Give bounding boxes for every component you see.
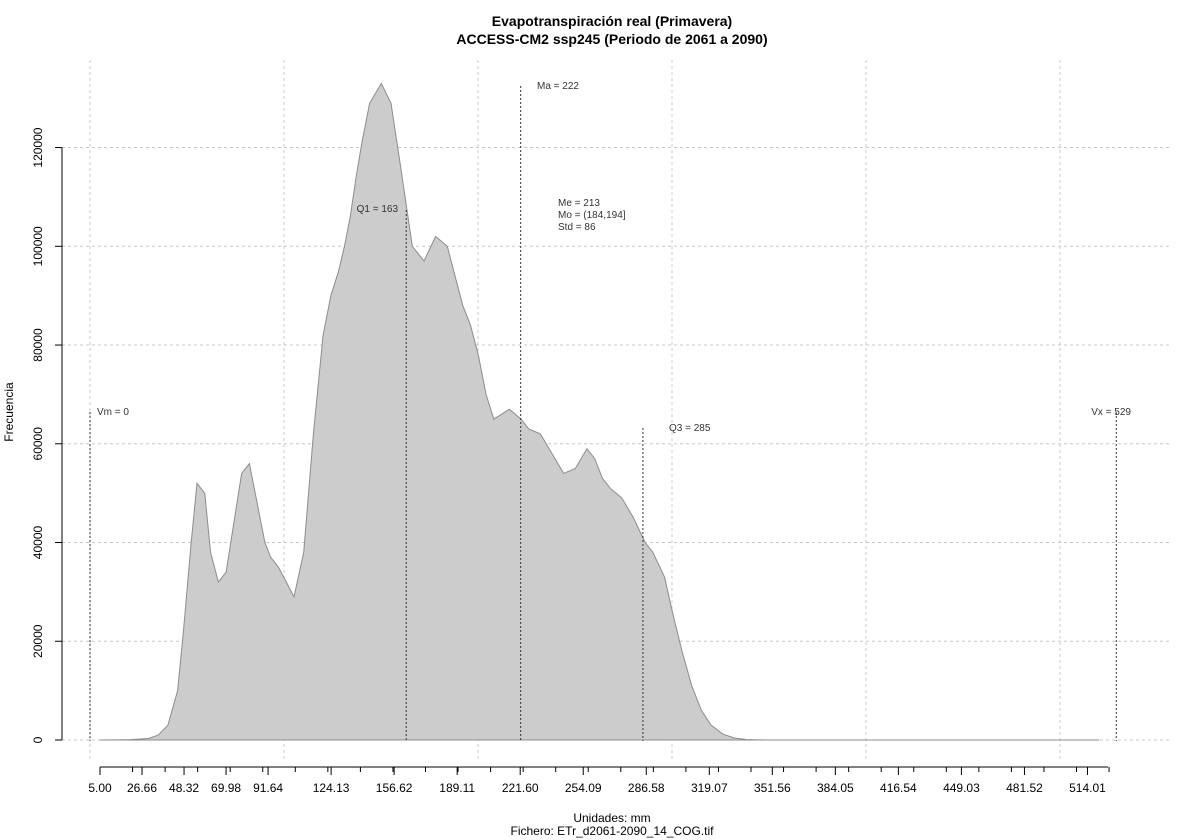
x-tick-label: 286.58 — [628, 781, 665, 795]
x-tick-label: 124.13 — [313, 781, 350, 795]
chart-title: Evapotranspiración real (Primavera) — [492, 13, 732, 29]
stat-mode: Mo = (184,194] — [558, 210, 626, 221]
stat-marker-label: Ma = 222 — [537, 81, 579, 92]
stat-marker-label: Q1 = 163 — [357, 204, 399, 215]
chart-subtitle: ACCESS-CM2 ssp245 (Periodo de 2061 a 209… — [456, 31, 767, 47]
x-tick-label: 221.60 — [502, 781, 539, 795]
y-tick-label: 100000 — [31, 226, 45, 266]
axes: 0 20000 40000 60000 80000 100000 120000 5.00 26.… — [31, 127, 1110, 795]
x-tick-label: 189.11 — [439, 781, 475, 795]
y-tick-label: 60000 — [31, 427, 45, 461]
distribution-area — [99, 82, 1100, 741]
x-tick-label: 319.07 — [691, 781, 728, 795]
x-tick-label: 91.64 — [253, 781, 283, 795]
x-tick-label: 26.66 — [127, 781, 157, 795]
stat-std: Std = 86 — [558, 222, 596, 233]
stat-markers: Vm = 0 Q1 = 163 Ma = 222 Q3 = 285 Vx = 529 — [89, 81, 1131, 741]
x-tick-label: 481.52 — [1006, 781, 1043, 795]
x-tick-label: 156.62 — [376, 781, 413, 795]
y-tick-label: 80000 — [31, 328, 45, 362]
stat-marker-label: Vm = 0 — [97, 407, 129, 418]
y-tick-label: 20000 — [31, 624, 45, 658]
x-tick-label: 416.54 — [880, 781, 917, 795]
stat-marker-label: Vx = 529 — [1091, 407, 1131, 418]
x-tick-label: 254.09 — [565, 781, 602, 795]
stat-median: Me = 213 — [558, 198, 600, 209]
x-tick-label: 351.56 — [754, 781, 791, 795]
x-tick-label: 5.00 — [88, 781, 112, 795]
y-tick-label: 0 — [31, 736, 45, 743]
y-tick-label: 120000 — [31, 127, 45, 167]
x-tick-label: 48.32 — [169, 781, 199, 795]
x-tick-label: 384.05 — [817, 781, 854, 795]
x-tick-label: 449.03 — [943, 781, 980, 795]
stat-marker-label: Q3 = 285 — [669, 423, 711, 434]
x-axis-label: Unidades: mm — [573, 811, 650, 825]
chart-caption: Fichero: ETr_d2061-2090_14_COG.tif — [511, 824, 715, 838]
y-tick-label: 40000 — [31, 526, 45, 560]
x-tick-label: 69.98 — [211, 781, 241, 795]
y-axis-label: Frecuencia — [2, 382, 16, 442]
x-tick-label: 514.01 — [1069, 781, 1106, 795]
